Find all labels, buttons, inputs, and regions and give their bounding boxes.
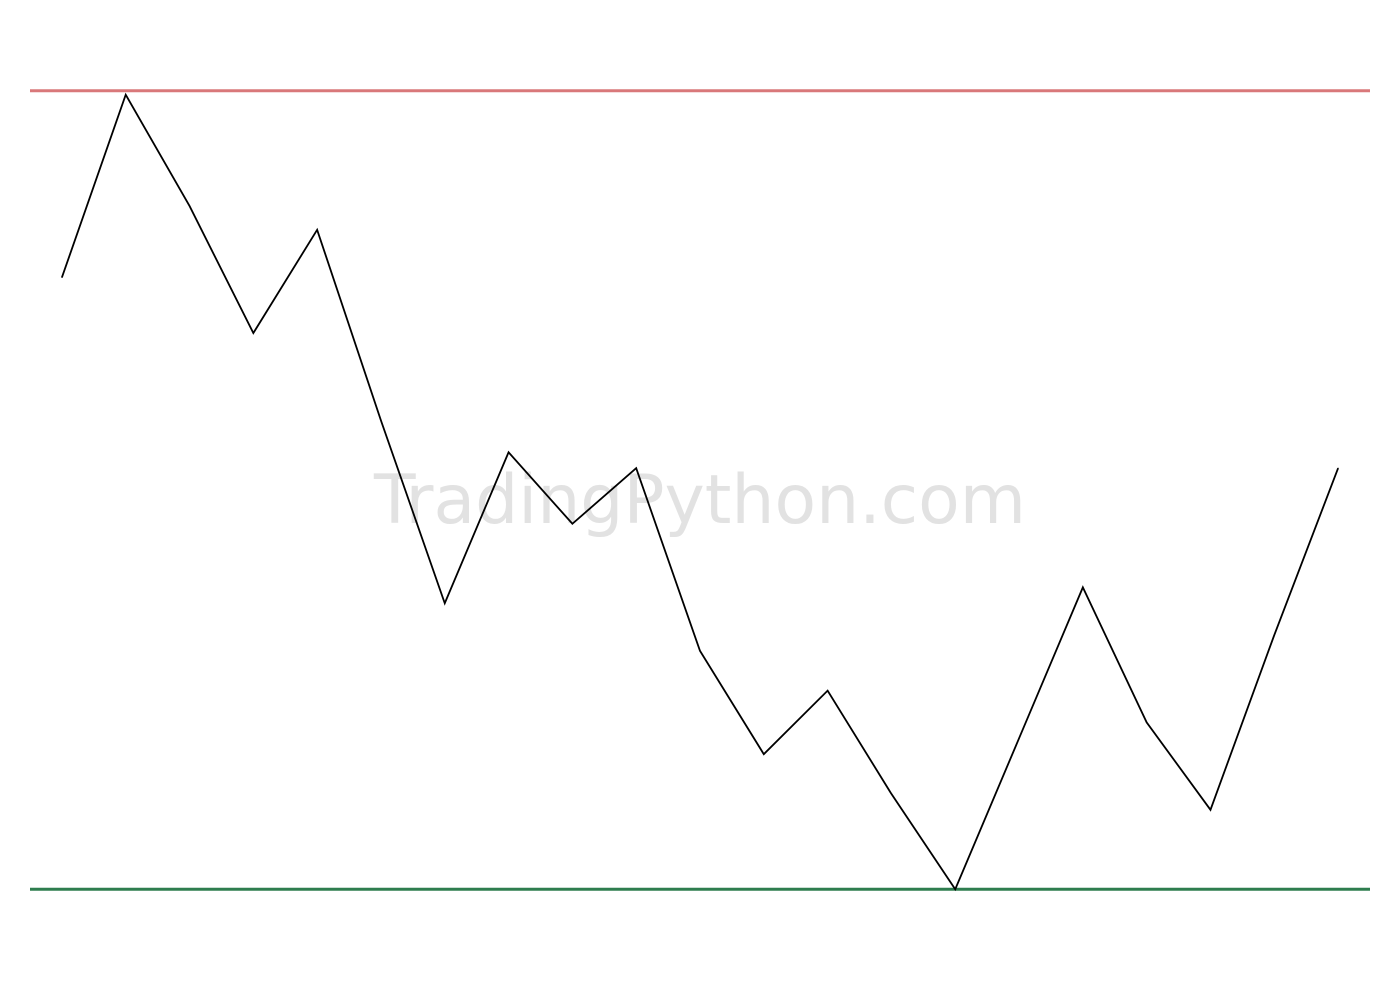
reference-lines xyxy=(30,89,1370,891)
data-point xyxy=(316,229,318,231)
data-point xyxy=(1209,809,1211,811)
data-point xyxy=(635,467,637,469)
data-point xyxy=(252,332,254,334)
data-point xyxy=(1082,586,1084,588)
data-point xyxy=(1337,467,1339,469)
data-point xyxy=(189,205,191,207)
data-point xyxy=(1018,737,1020,739)
data-point xyxy=(763,753,765,755)
data-point xyxy=(571,523,573,525)
series-layer xyxy=(61,92,1339,892)
data-point xyxy=(890,793,892,795)
data-point xyxy=(1146,721,1148,723)
data-point xyxy=(444,602,446,604)
data-point xyxy=(380,419,382,421)
data-point xyxy=(61,276,63,278)
watermark-text: TradingPython.com xyxy=(373,461,1026,540)
data-point xyxy=(954,888,956,890)
data-point xyxy=(827,690,829,692)
data-point xyxy=(699,650,701,652)
data-point xyxy=(1273,634,1275,636)
data-point xyxy=(508,451,510,453)
data-point xyxy=(125,94,127,96)
